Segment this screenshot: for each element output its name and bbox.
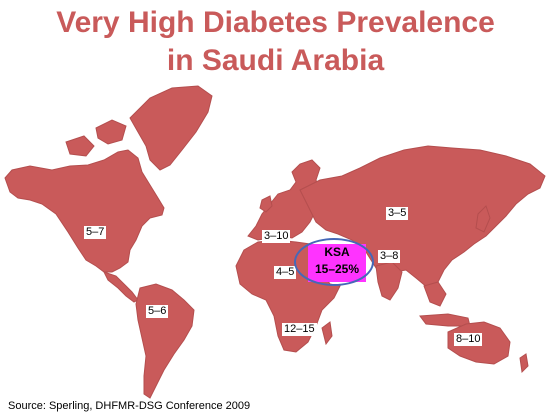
region-label-sub-saharan-africa: 12–15 bbox=[282, 323, 317, 336]
indonesia-landmass bbox=[419, 313, 471, 327]
region-label-north-africa: 4–5 bbox=[274, 266, 297, 279]
arctic-islands-landmass bbox=[95, 119, 127, 145]
region-label-south-america: 5–6 bbox=[146, 305, 169, 318]
region-label-north-america: 5–7 bbox=[84, 226, 107, 239]
region-label-europe: 3–10 bbox=[262, 230, 291, 243]
region-label-south-asia: 3–8 bbox=[378, 250, 401, 263]
title-line-1: Very High Diabetes Prevalence bbox=[56, 6, 495, 39]
japan-landmass bbox=[475, 205, 491, 233]
greenland-landmass bbox=[129, 85, 213, 171]
south-america-landmass bbox=[135, 283, 195, 399]
region-label-asia: 3–5 bbox=[386, 207, 409, 220]
new-zealand-landmass bbox=[519, 353, 529, 374]
central-america-landmass bbox=[103, 271, 139, 303]
uk-landmass bbox=[259, 195, 273, 213]
arctic-islands-landmass-2 bbox=[65, 135, 95, 157]
south-asia-landmass bbox=[375, 261, 403, 301]
north-america-landmass bbox=[4, 149, 165, 273]
title-line-2: in Saudi Arabia bbox=[166, 44, 385, 77]
source-citation: Source: Sperling, DHFMR-DSG Conference 2… bbox=[8, 400, 251, 412]
madagascar-landmass bbox=[321, 321, 333, 346]
ksa-circle-marker bbox=[294, 238, 374, 286]
region-label-australia: 8–10 bbox=[454, 333, 483, 346]
slide-title: Very High Diabetes Prevalence in Saudi A… bbox=[0, 4, 551, 80]
southeast-asia-landmass bbox=[423, 281, 447, 307]
